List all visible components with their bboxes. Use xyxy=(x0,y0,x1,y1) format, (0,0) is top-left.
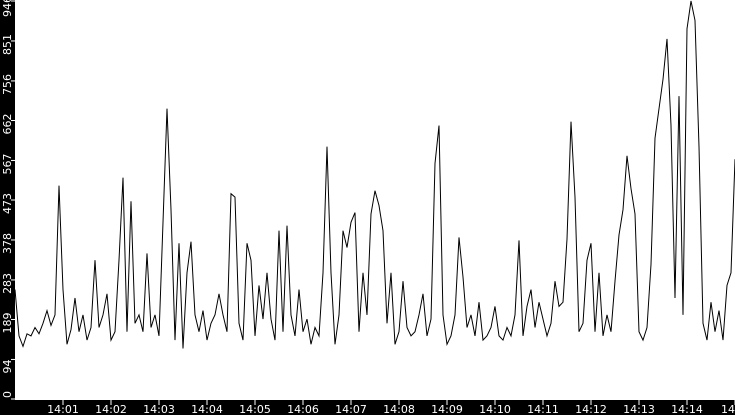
x-tick-label: 14 xyxy=(721,403,735,415)
x-tick-label: 14:05 xyxy=(239,403,271,415)
y-tick-label: 662 xyxy=(1,113,14,134)
x-tick-label: 14:10 xyxy=(479,403,511,415)
x-tick-label: 14:06 xyxy=(287,403,319,415)
y-tick-label: 94 xyxy=(1,359,14,373)
series-line xyxy=(14,0,735,349)
y-axis-bar xyxy=(0,0,15,415)
x-tick-label: 14:03 xyxy=(143,403,175,415)
y-tick-label: 851 xyxy=(1,34,14,55)
x-axis-bar xyxy=(0,400,735,415)
y-tick-label: 378 xyxy=(1,233,14,254)
y-tick-label: 473 xyxy=(1,193,14,214)
x-tick-label: 14:04 xyxy=(191,403,223,415)
y-tick-label: 0 xyxy=(1,391,14,398)
x-tick-label: 14:11 xyxy=(527,403,559,415)
y-tick-label: 189 xyxy=(1,312,14,333)
y-tick-label: 756 xyxy=(1,74,14,95)
x-tick-label: 14:14 xyxy=(671,403,703,415)
x-axis: 14:01 14:02 14:03 14:04 14:05 14:06 14:07 14:08… xyxy=(47,400,735,415)
x-tick-label: 14:09 xyxy=(431,403,463,415)
y-tick-label: 283 xyxy=(1,273,14,294)
y-tick-label: 567 xyxy=(1,153,14,174)
x-tick-label: 14:13 xyxy=(623,403,655,415)
series-layer xyxy=(14,0,735,349)
y-axis: 0 94 189 283 378 473 567 662 756 851 946 xyxy=(1,0,15,400)
x-tick-label: 14:12 xyxy=(575,403,607,415)
x-tick-label: 14:01 xyxy=(47,403,79,415)
x-tick-label: 14:07 xyxy=(335,403,367,415)
y-tick-label: 946 xyxy=(1,0,14,17)
x-tick-label: 14:08 xyxy=(383,403,415,415)
x-tick-label: 14:02 xyxy=(95,403,127,415)
